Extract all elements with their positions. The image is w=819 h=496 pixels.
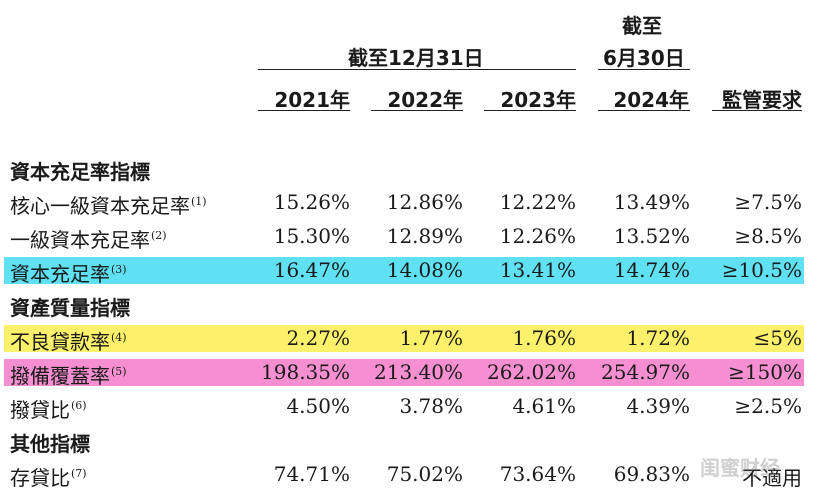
cell-car-req: ≥10.5% <box>721 258 802 282</box>
col-rule-2022 <box>371 110 463 111</box>
highlight-provision-coverage <box>4 359 804 386</box>
cell-car-2024: 14.74% <box>613 258 690 282</box>
cell-npl-2023: 1.76% <box>512 326 576 350</box>
cell-ldr-req: 不適用 <box>742 466 802 490</box>
cell-npl-req: ≤5% <box>753 326 803 350</box>
cell-lpr-2024: 4.39% <box>626 394 690 418</box>
june-header-rule <box>598 69 690 70</box>
row-label-tier1: 一級資本充足率(2) <box>10 228 167 252</box>
cell-npl-2022: 1.77% <box>399 326 463 350</box>
year-end-group-header: 截至12月31日 <box>348 46 484 70</box>
row-label-provision-coverage: 撥備覆蓋率(5) <box>10 364 127 388</box>
cell-ldr-2021: 74.71% <box>273 462 350 486</box>
cell-npl-2024: 1.72% <box>626 326 690 350</box>
column-header-2022: 2022年 <box>387 88 463 112</box>
section-asset-quality: 資產質量指標 <box>10 296 130 320</box>
cell-car-2021: 16.47% <box>273 258 350 282</box>
cell-pcr-req: ≥150% <box>728 360 802 384</box>
cell-tier1-2023: 12.26% <box>499 224 576 248</box>
column-header-2024: 2024年 <box>613 88 689 112</box>
cell-ldr-2022: 75.02% <box>386 462 463 486</box>
cell-tier1-2022: 12.89% <box>386 224 463 248</box>
col-rule-2023 <box>484 110 576 111</box>
cell-pcr-2022: 213.40% <box>374 360 463 384</box>
row-label-capital-adequacy: 資本充足率(3) <box>10 262 127 286</box>
june-header-line1: 截至 <box>622 14 662 38</box>
row-label-npl: 不良貸款率(4) <box>10 330 127 354</box>
cell-car-2023: 13.41% <box>499 258 576 282</box>
cell-pcr-2023: 262.02% <box>487 360 576 384</box>
cell-tier1-req: ≥8.5% <box>734 224 802 248</box>
highlight-capital-adequacy <box>4 257 804 284</box>
cell-cet1-2021: 15.26% <box>273 190 350 214</box>
cell-lpr-req: ≥2.5% <box>734 394 802 418</box>
row-label-loan-provision: 撥貸比(6) <box>10 398 87 422</box>
cell-cet1-2022: 12.86% <box>386 190 463 214</box>
group-header-rule <box>258 69 576 70</box>
column-header-regulatory: 監管要求 <box>722 88 802 112</box>
row-label-cet1: 核心一級資本充足率(1) <box>10 194 207 218</box>
column-header-2023: 2023年 <box>500 88 576 112</box>
cell-car-2022: 14.08% <box>386 258 463 282</box>
cell-tier1-2021: 15.30% <box>273 224 350 248</box>
section-other: 其他指標 <box>10 432 90 456</box>
col-rule-regulatory <box>712 110 802 111</box>
june-header-line2: 6月30日 <box>603 46 685 70</box>
cell-lpr-2023: 4.61% <box>512 394 576 418</box>
column-header-2021: 2021年 <box>274 88 350 112</box>
section-capital-adequacy: 資本充足率指標 <box>10 160 150 184</box>
cell-npl-2021: 2.27% <box>286 326 350 350</box>
cell-lpr-2021: 4.50% <box>286 394 350 418</box>
cell-tier1-2024: 13.52% <box>613 224 690 248</box>
cell-cet1-2023: 12.22% <box>499 190 576 214</box>
cell-pcr-2024: 254.97% <box>601 360 690 384</box>
col-rule-2021 <box>258 110 350 111</box>
col-rule-2024 <box>598 110 690 111</box>
cell-cet1-req: ≥7.5% <box>734 190 802 214</box>
cell-ldr-2023: 73.64% <box>499 462 576 486</box>
row-label-loan-to-deposit: 存貸比(7) <box>10 466 87 490</box>
cell-lpr-2022: 3.78% <box>399 394 463 418</box>
cell-cet1-2024: 13.49% <box>613 190 690 214</box>
cell-ldr-2024: 69.83% <box>613 462 690 486</box>
cell-pcr-2021: 198.35% <box>261 360 350 384</box>
highlight-npl-ratio <box>4 325 804 352</box>
watermark: 闺蜜财经 <box>700 456 780 480</box>
